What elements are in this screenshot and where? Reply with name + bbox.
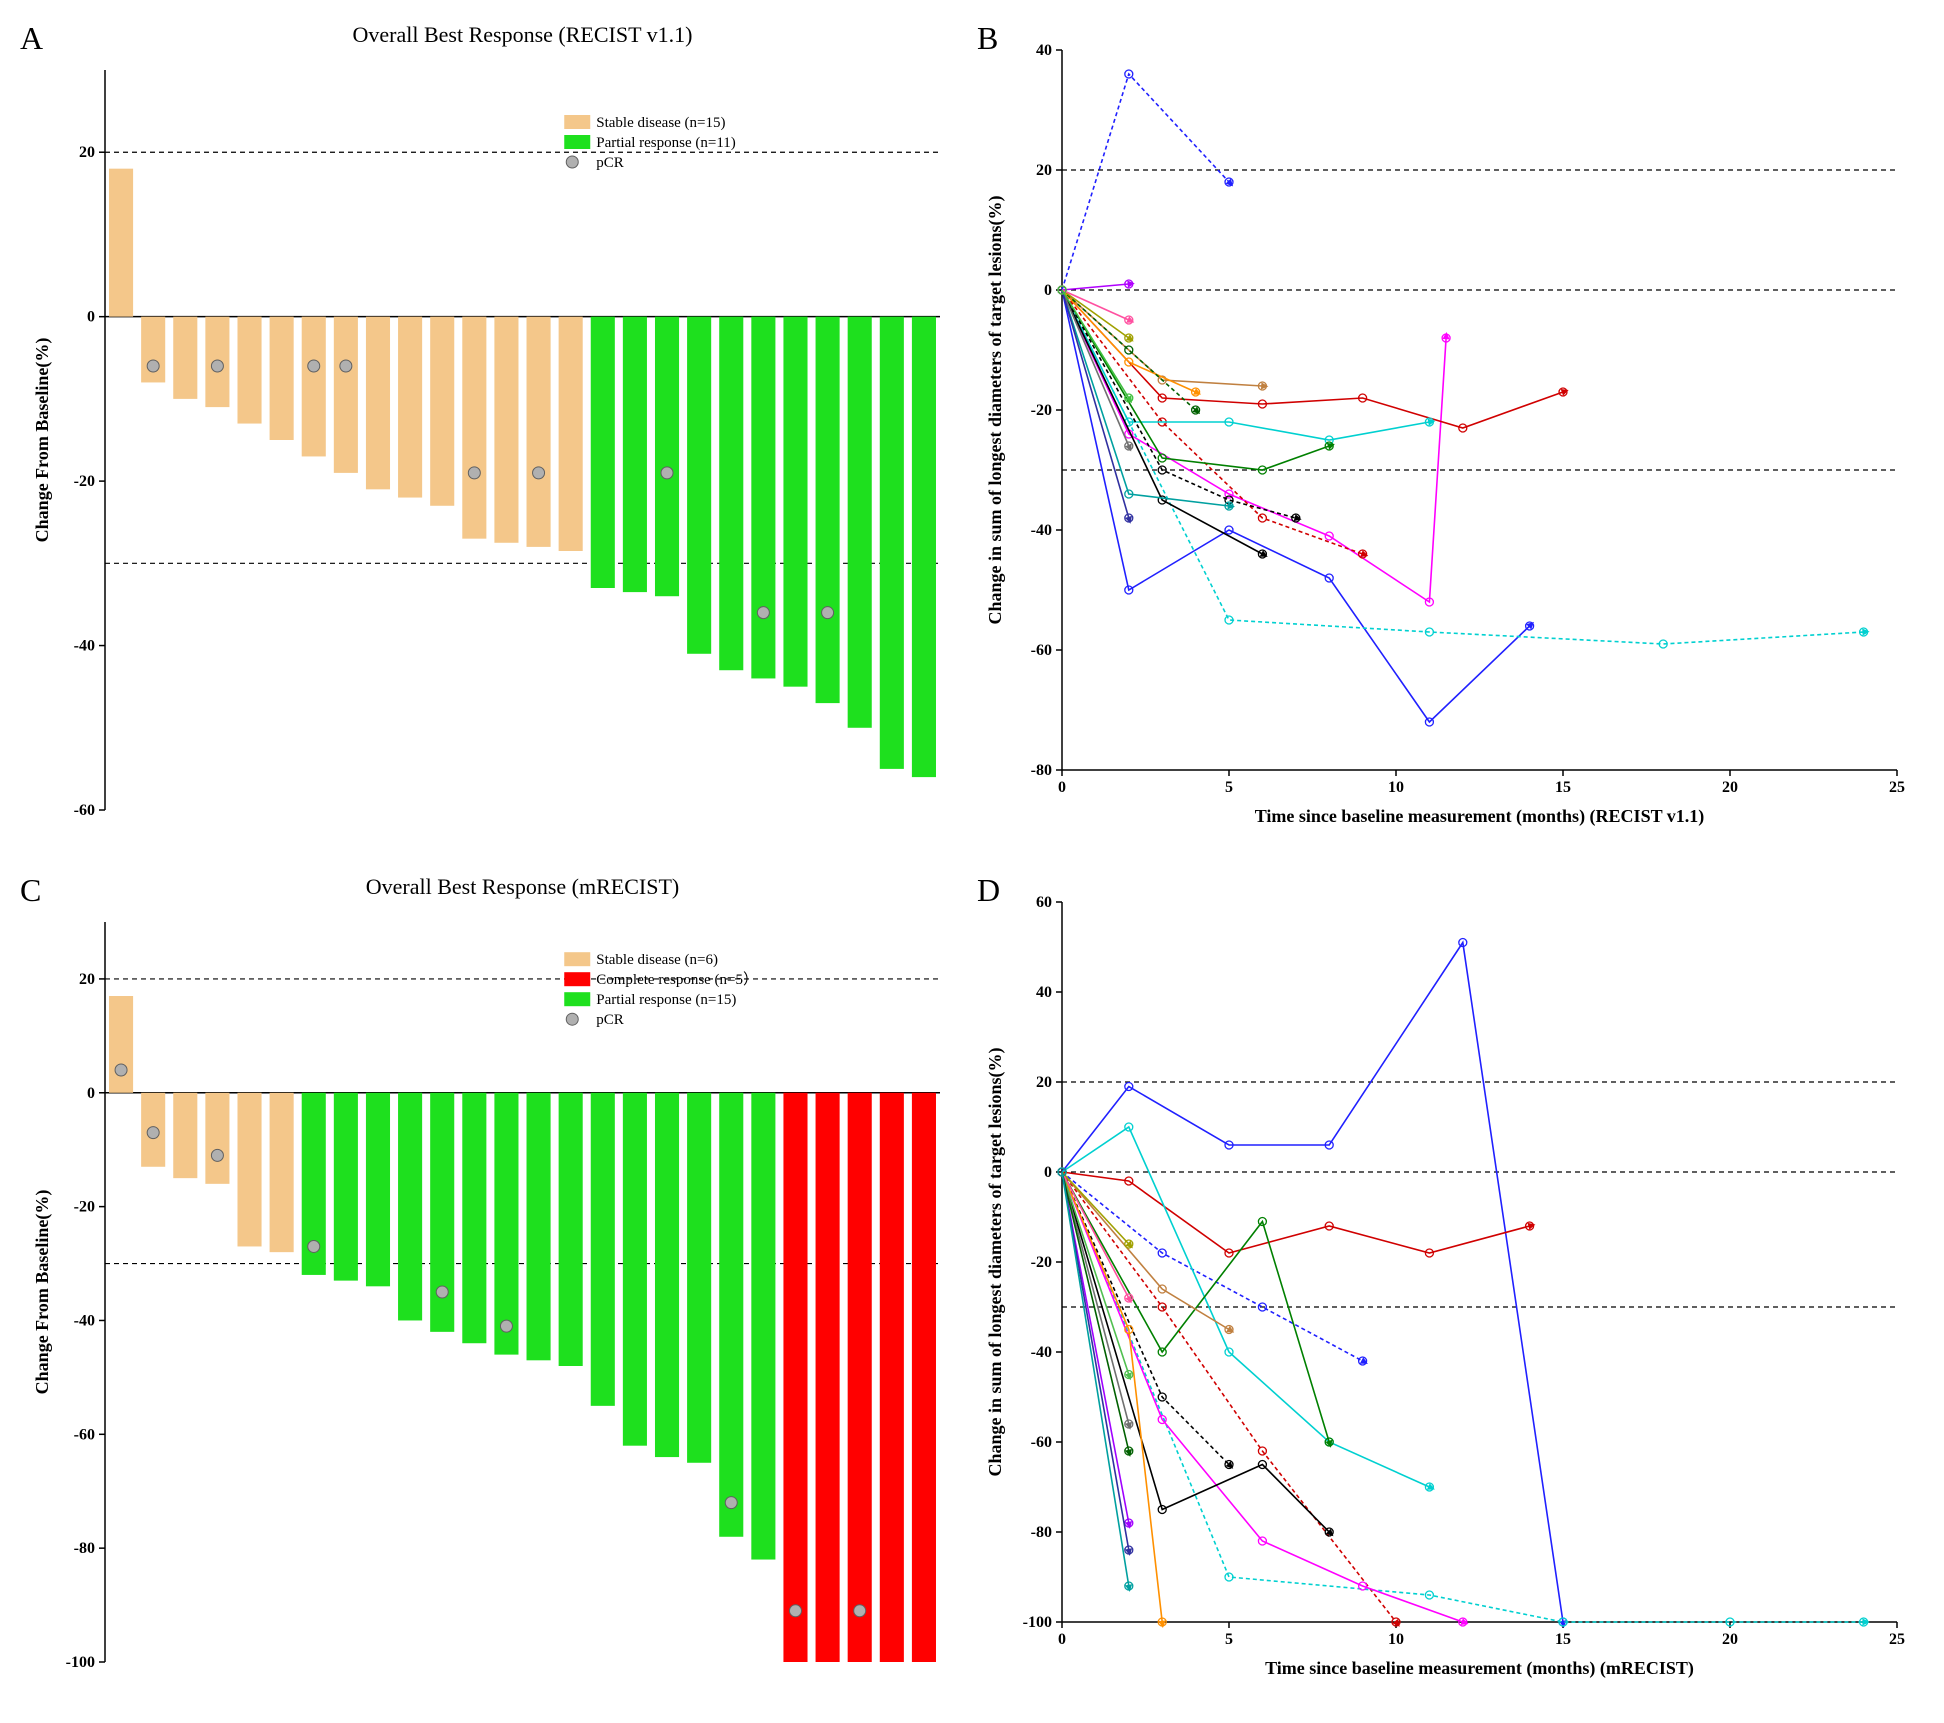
- svg-text:20: 20: [79, 970, 95, 987]
- panel-label-d: D: [977, 872, 1000, 909]
- svg-text:Stable disease (n=6): Stable disease (n=6): [596, 952, 718, 968]
- svg-text:25: 25: [1889, 779, 1905, 796]
- svg-text:Partial response (n=11): Partial response (n=11): [596, 135, 736, 151]
- svg-text:Time since baseline measuremen: Time since baseline measurement (months)…: [1255, 806, 1705, 827]
- svg-text:15: 15: [1555, 779, 1571, 796]
- svg-text:10: 10: [1388, 1631, 1404, 1648]
- svg-text:Stable disease (n=15): Stable disease (n=15): [596, 115, 725, 131]
- panel-c: C Overall Best Response (mRECIST) -100 -80…: [20, 872, 967, 1704]
- chart-a-waterfall: Overall Best Response (RECIST v1.1) -60 -4…: [20, 20, 960, 840]
- svg-text:40: 40: [1036, 42, 1052, 59]
- svg-text:20: 20: [1722, 1631, 1738, 1648]
- svg-text:-20: -20: [1031, 1254, 1052, 1271]
- svg-text:0: 0: [1044, 1164, 1052, 1181]
- svg-text:Complete response (n=5）: Complete response (n=5）: [596, 971, 758, 988]
- panel-b: B -80 -60 -40 -20 0 20 40 0 5 10 15 20 25 Change in s…: [977, 20, 1924, 852]
- svg-text:Change in sum of longest diame: Change in sum of longest diameters of ta…: [985, 1047, 1006, 1476]
- svg-text:Change From Baseline(%): Change From Baseline(%): [32, 1189, 53, 1394]
- svg-text:Time since baseline measuremen: Time since baseline measurement (months)…: [1265, 1658, 1694, 1679]
- svg-text:25: 25: [1889, 1631, 1905, 1648]
- svg-text:-60: -60: [1031, 642, 1052, 659]
- svg-text:0: 0: [1044, 282, 1052, 299]
- svg-text:10: 10: [1388, 779, 1404, 796]
- svg-text:Change From Baseline(%): Change From Baseline(%): [32, 338, 53, 543]
- svg-text:-20: -20: [74, 1198, 95, 1215]
- svg-text:-60: -60: [74, 1426, 95, 1443]
- chart-c-waterfall: Overall Best Response (mRECIST) -100 -80 -6…: [20, 872, 960, 1692]
- panel-label-a: A: [20, 20, 43, 57]
- chart-d-spider: -100 -80 -60 -40 -20 0 20 40 60 0 5 10 15 20 25 Change …: [977, 872, 1917, 1692]
- svg-text:-40: -40: [74, 1312, 95, 1329]
- svg-text:-60: -60: [1031, 1434, 1052, 1451]
- svg-text:pCR: pCR: [596, 1012, 624, 1028]
- figure-grid: A Overall Best Response (RECIST v1.1) -60…: [20, 20, 1924, 1703]
- svg-text:-100: -100: [66, 1654, 95, 1671]
- svg-text:20: 20: [79, 144, 95, 161]
- svg-text:-80: -80: [1031, 1524, 1052, 1541]
- svg-text:5: 5: [1225, 1631, 1233, 1648]
- svg-text:60: 60: [1036, 894, 1052, 911]
- svg-text:-40: -40: [1031, 1344, 1052, 1361]
- chart-b-spider: -80 -60 -40 -20 0 20 40 0 5 10 15 20 25 Change in sum…: [977, 20, 1917, 840]
- svg-text:Overall Best Response (mRECIST: Overall Best Response (mRECIST): [366, 874, 679, 899]
- svg-text:40: 40: [1036, 984, 1052, 1001]
- svg-text:-20: -20: [74, 473, 95, 490]
- svg-text:-40: -40: [1031, 522, 1052, 539]
- panel-label-b: B: [977, 20, 998, 57]
- svg-text:-100: -100: [1023, 1614, 1052, 1631]
- panel-d: D -100 -80 -60 -40 -20 0 20 40 60 0 5 10 15 20 25 Chang…: [977, 872, 1924, 1704]
- svg-text:Overall Best Response (RECIST: Overall Best Response (RECIST v1.1): [353, 22, 693, 47]
- svg-text:Change in sum of longest diame: Change in sum of longest diameters of ta…: [985, 196, 1006, 625]
- svg-text:5: 5: [1225, 779, 1233, 796]
- svg-text:pCR: pCR: [596, 155, 624, 171]
- svg-text:20: 20: [1036, 1074, 1052, 1091]
- svg-text:-80: -80: [1031, 762, 1052, 779]
- svg-text:15: 15: [1555, 1631, 1571, 1648]
- svg-text:0: 0: [87, 1084, 95, 1101]
- svg-text:0: 0: [1058, 1631, 1066, 1648]
- svg-text:20: 20: [1722, 779, 1738, 796]
- svg-text:0: 0: [1058, 779, 1066, 796]
- panel-label-c: C: [20, 872, 41, 909]
- svg-text:Partial response (n=15): Partial response (n=15): [596, 992, 736, 1008]
- svg-text:-40: -40: [74, 638, 95, 655]
- svg-text:-20: -20: [1031, 402, 1052, 419]
- panel-a: A Overall Best Response (RECIST v1.1) -60…: [20, 20, 967, 852]
- svg-text:-60: -60: [74, 802, 95, 819]
- svg-text:20: 20: [1036, 162, 1052, 179]
- svg-text:-80: -80: [74, 1540, 95, 1557]
- svg-text:0: 0: [87, 309, 95, 326]
